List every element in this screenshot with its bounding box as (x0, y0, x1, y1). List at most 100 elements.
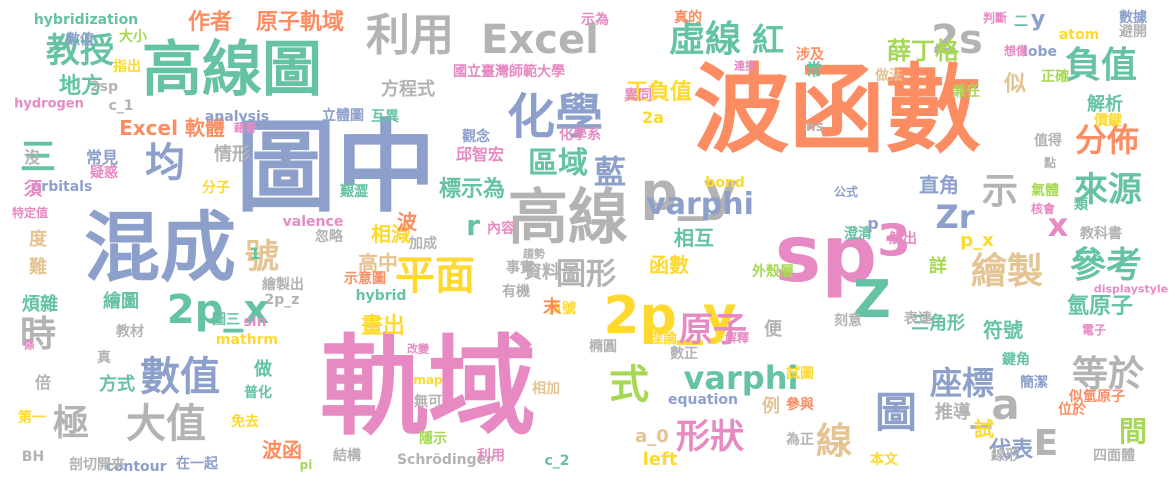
cloud-word: 示 (981, 171, 1019, 212)
cloud-word: 等於 (1071, 354, 1145, 395)
cloud-word: 度 (29, 229, 47, 250)
cloud-word: 時 (19, 314, 57, 355)
cloud-word: 波函數 (693, 54, 981, 166)
cloud-word: Excel (481, 17, 599, 63)
cloud-word: 煩雜 (22, 294, 58, 315)
cloud-word: 利用 (477, 448, 505, 464)
cloud-word: 波 (397, 210, 417, 234)
cloud-word: 繪製 (970, 251, 1044, 292)
cloud-word: varphi (646, 187, 754, 222)
cloud-word: 方程式 (381, 79, 435, 100)
cloud-word: 1 (249, 244, 261, 263)
cloud-word: orbitals (31, 179, 93, 195)
cloud-word: 推導 (935, 402, 971, 423)
cloud-word: 作者 (187, 10, 233, 35)
cloud-word: 虛線 (668, 19, 742, 60)
cloud-word: map (413, 373, 443, 387)
cloud-word: 外殼層 (752, 264, 794, 280)
cloud-word: 間 (1118, 415, 1148, 448)
cloud-word: 線 (815, 421, 853, 462)
cloud-word: 正負值 (625, 80, 693, 105)
cloud-word: 區域 (528, 146, 588, 181)
cloud-word: 位於 (1058, 402, 1086, 418)
cloud-word: 高中 (358, 251, 398, 275)
cloud-word: BH (21, 449, 45, 465)
cloud-word: 四面體 (1093, 448, 1135, 464)
cloud-word: 符號 (983, 318, 1023, 342)
cloud-word: 示為 (581, 12, 609, 28)
cloud-word: 繪製出 (262, 277, 304, 293)
cloud-word: 國立臺灣師範大學 (453, 64, 565, 80)
cloud-word: 核會 (1030, 202, 1056, 216)
cloud-word: analysis (204, 109, 270, 125)
cloud-word: a_0 (635, 426, 669, 447)
cloud-word: 藍 (593, 153, 627, 191)
cloud-word: 利用 (366, 10, 454, 61)
cloud-word: 兼任 (952, 84, 980, 100)
cloud-word: 高線圖 (142, 35, 322, 105)
cloud-word: bond (705, 175, 745, 191)
cloud-word: 常見 (85, 148, 119, 167)
cloud-word: 觀念 (462, 129, 490, 145)
cloud-word: 大小 (119, 29, 147, 45)
cloud-word: 教材 (116, 324, 144, 340)
cloud-word: 圖形 (556, 257, 616, 292)
cloud-word: 數值 (66, 32, 94, 48)
cloud-word: 避開 (1119, 24, 1147, 40)
cloud-word: 條 (23, 338, 35, 352)
cloud-word: 數值 (140, 354, 220, 400)
cloud-word: 大值 (126, 401, 206, 447)
cloud-word: 值得 (1034, 133, 1062, 149)
cloud-word: 座標 (929, 364, 995, 402)
cloud-word: 圖中 (236, 109, 436, 226)
cloud-word: 沒 (23, 148, 41, 167)
cloud-word: 刻意 (834, 313, 862, 329)
cloud-word: p_x (960, 230, 994, 251)
cloud-word: 混成 (84, 203, 236, 292)
cloud-word: 參考 (1069, 245, 1143, 286)
cloud-word: 價鍵 (1094, 113, 1122, 129)
cloud-word: atom (1058, 27, 1100, 43)
cloud-word: sp³ (774, 210, 912, 300)
cloud-word: 結構 (333, 448, 361, 464)
cloud-word: 鍵角 (1002, 352, 1030, 368)
cloud-word: 無可 (414, 394, 442, 410)
cloud-word: r (466, 209, 480, 242)
cloud-word: 隱示 (419, 431, 447, 447)
cloud-word: 相互 (674, 226, 714, 250)
cloud-word: mathrm (215, 332, 279, 348)
cloud-word: 真 (97, 350, 111, 366)
cloud-word: hybridization (33, 12, 139, 28)
cloud-word: 標示為 (438, 177, 506, 202)
cloud-word: 圖 (874, 388, 918, 437)
cloud-word: 詳 (929, 256, 947, 277)
cloud-word: 想像 (1003, 44, 1029, 58)
cloud-word: 式 (609, 362, 649, 408)
cloud-word: 2p_x (166, 287, 270, 333)
cloud-word: p_y (640, 162, 738, 222)
cloud-word: 極 (52, 403, 90, 444)
cloud-word: 特定值 (11, 206, 49, 220)
cloud-word: 互異 (371, 109, 399, 125)
cloud-word: 連接 (734, 59, 756, 73)
cloud-word: 負值 (1064, 45, 1138, 86)
cloud-word: left (642, 449, 678, 470)
cloud-word: 軌域 (319, 325, 537, 450)
cloud-word: p (867, 214, 879, 233)
cloud-word: 高線 (508, 183, 628, 253)
cloud-word: 示意圖 (344, 271, 386, 287)
cloud-word: 點 (1043, 156, 1057, 170)
cloud-word: x (1047, 206, 1069, 244)
cloud-word: 似氫原子 (1069, 389, 1125, 405)
cloud-word: 異同 (624, 88, 652, 104)
cloud-word: 薛丁格 (887, 37, 959, 65)
cloud-word: _a (970, 380, 1020, 429)
cloud-word: 做法 (875, 68, 903, 84)
cloud-word: 波函 (262, 438, 302, 462)
cloud-word: 公式 (833, 185, 859, 199)
cloud-word: lobe (1023, 44, 1057, 60)
cloud-word: 常 (805, 60, 823, 79)
cloud-word: 代表 (988, 438, 1034, 463)
cloud-word: 邱智宏 (455, 145, 505, 164)
